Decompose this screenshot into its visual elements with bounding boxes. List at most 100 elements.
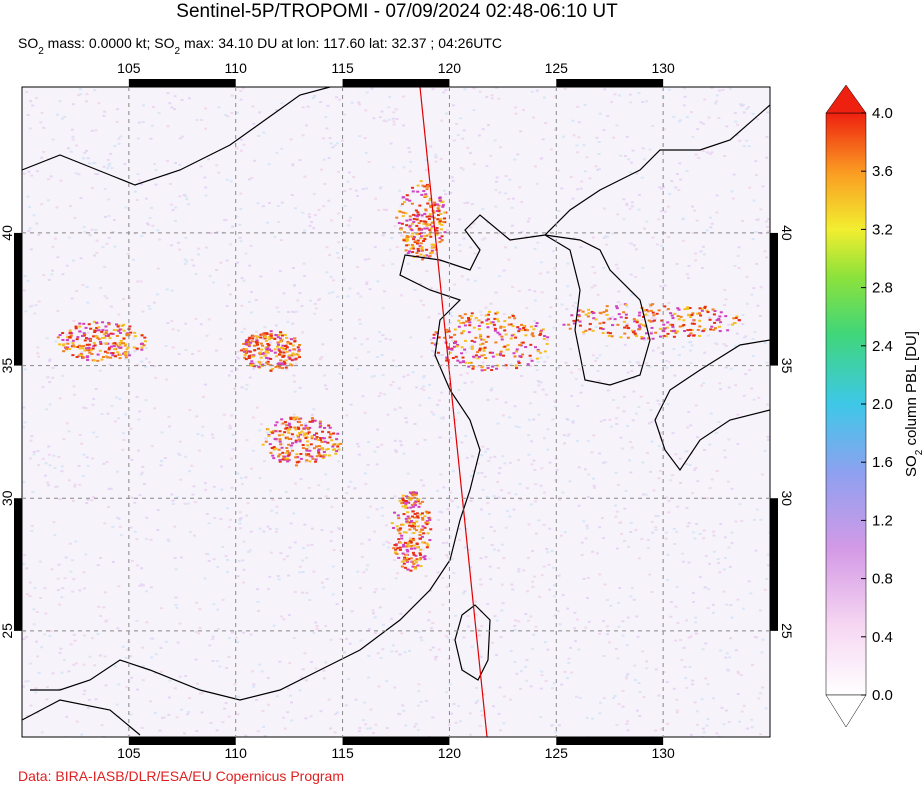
pixel — [324, 473, 327, 475]
pixel — [536, 322, 539, 324]
frame-bar — [14, 498, 22, 631]
pixel — [491, 366, 494, 368]
pixel — [452, 703, 455, 705]
pixel — [416, 546, 419, 548]
pixel — [45, 462, 48, 464]
pixel — [514, 246, 517, 248]
pixel — [414, 513, 417, 515]
pixel — [757, 397, 760, 399]
pixel — [449, 437, 452, 439]
pixel — [227, 656, 230, 658]
pixel — [397, 538, 400, 540]
pixel — [403, 239, 406, 241]
pixel — [493, 530, 496, 532]
pixel — [223, 219, 226, 221]
pixel — [251, 105, 254, 107]
pixel — [737, 693, 740, 695]
pixel — [378, 685, 381, 687]
pixel — [506, 367, 509, 369]
pixel — [533, 320, 536, 322]
pixel — [415, 723, 418, 725]
pixel — [602, 462, 605, 464]
pixel — [274, 348, 277, 350]
pixel — [273, 236, 276, 238]
pixel — [99, 341, 102, 343]
pixel — [49, 403, 52, 405]
pixel — [523, 325, 526, 327]
pixel — [615, 305, 618, 307]
pixel — [644, 314, 647, 316]
pixel — [103, 111, 106, 113]
pixel — [111, 405, 114, 407]
pixel — [709, 217, 712, 219]
pixel — [216, 729, 219, 731]
pixel — [122, 439, 125, 441]
pixel — [117, 585, 120, 587]
pixel — [696, 724, 699, 726]
pixel — [44, 475, 47, 477]
pixel — [440, 511, 443, 513]
pixel — [293, 427, 296, 429]
pixel — [278, 438, 281, 440]
pixel — [117, 417, 120, 419]
pixel — [687, 562, 690, 564]
pixel — [425, 270, 428, 272]
pixel — [337, 443, 340, 445]
pixel — [710, 151, 713, 153]
pixel — [145, 358, 148, 360]
pixel — [167, 92, 170, 94]
pixel — [765, 707, 768, 709]
pixel — [411, 525, 414, 527]
pixel — [713, 551, 716, 553]
pixel — [517, 620, 520, 622]
pixel — [160, 460, 163, 462]
pixel — [86, 302, 89, 304]
pixel — [512, 352, 515, 354]
pixel — [670, 601, 673, 603]
pixel — [429, 649, 432, 651]
y-tick-label: 40 — [779, 225, 795, 241]
pixel — [458, 315, 461, 317]
pixel — [659, 336, 662, 338]
pixel — [305, 592, 308, 594]
pixel — [570, 372, 573, 374]
pixel — [35, 641, 38, 643]
pixel — [231, 226, 234, 228]
frame-bar — [343, 737, 450, 745]
pixel — [572, 198, 575, 200]
pixel — [80, 257, 83, 259]
pixel — [588, 621, 591, 623]
pixel — [286, 555, 289, 557]
pixel — [278, 661, 281, 663]
pixel — [326, 578, 329, 580]
pixel — [142, 121, 145, 123]
pixel — [516, 326, 519, 328]
pixel — [599, 312, 602, 314]
pixel — [725, 604, 728, 606]
pixel — [740, 674, 743, 676]
pixel — [87, 465, 90, 467]
pixel — [725, 366, 728, 368]
pixel — [651, 303, 654, 305]
pixel — [503, 313, 506, 315]
pixel — [672, 348, 675, 350]
pixel — [46, 482, 49, 484]
pixel — [598, 153, 601, 155]
pixel — [606, 625, 609, 627]
pixel — [400, 537, 403, 539]
pixel — [496, 312, 499, 314]
pixel — [414, 568, 417, 570]
pixel — [420, 235, 423, 237]
pixel — [592, 330, 595, 332]
pixel — [584, 104, 587, 106]
pixel — [91, 130, 94, 132]
pixel — [101, 337, 104, 339]
pixel — [277, 455, 280, 457]
pixel — [485, 556, 488, 558]
pixel — [91, 457, 94, 459]
pixel — [323, 677, 326, 679]
pixel — [726, 329, 729, 331]
pixel — [221, 721, 224, 723]
pixel — [366, 338, 369, 340]
pixel — [166, 288, 169, 290]
